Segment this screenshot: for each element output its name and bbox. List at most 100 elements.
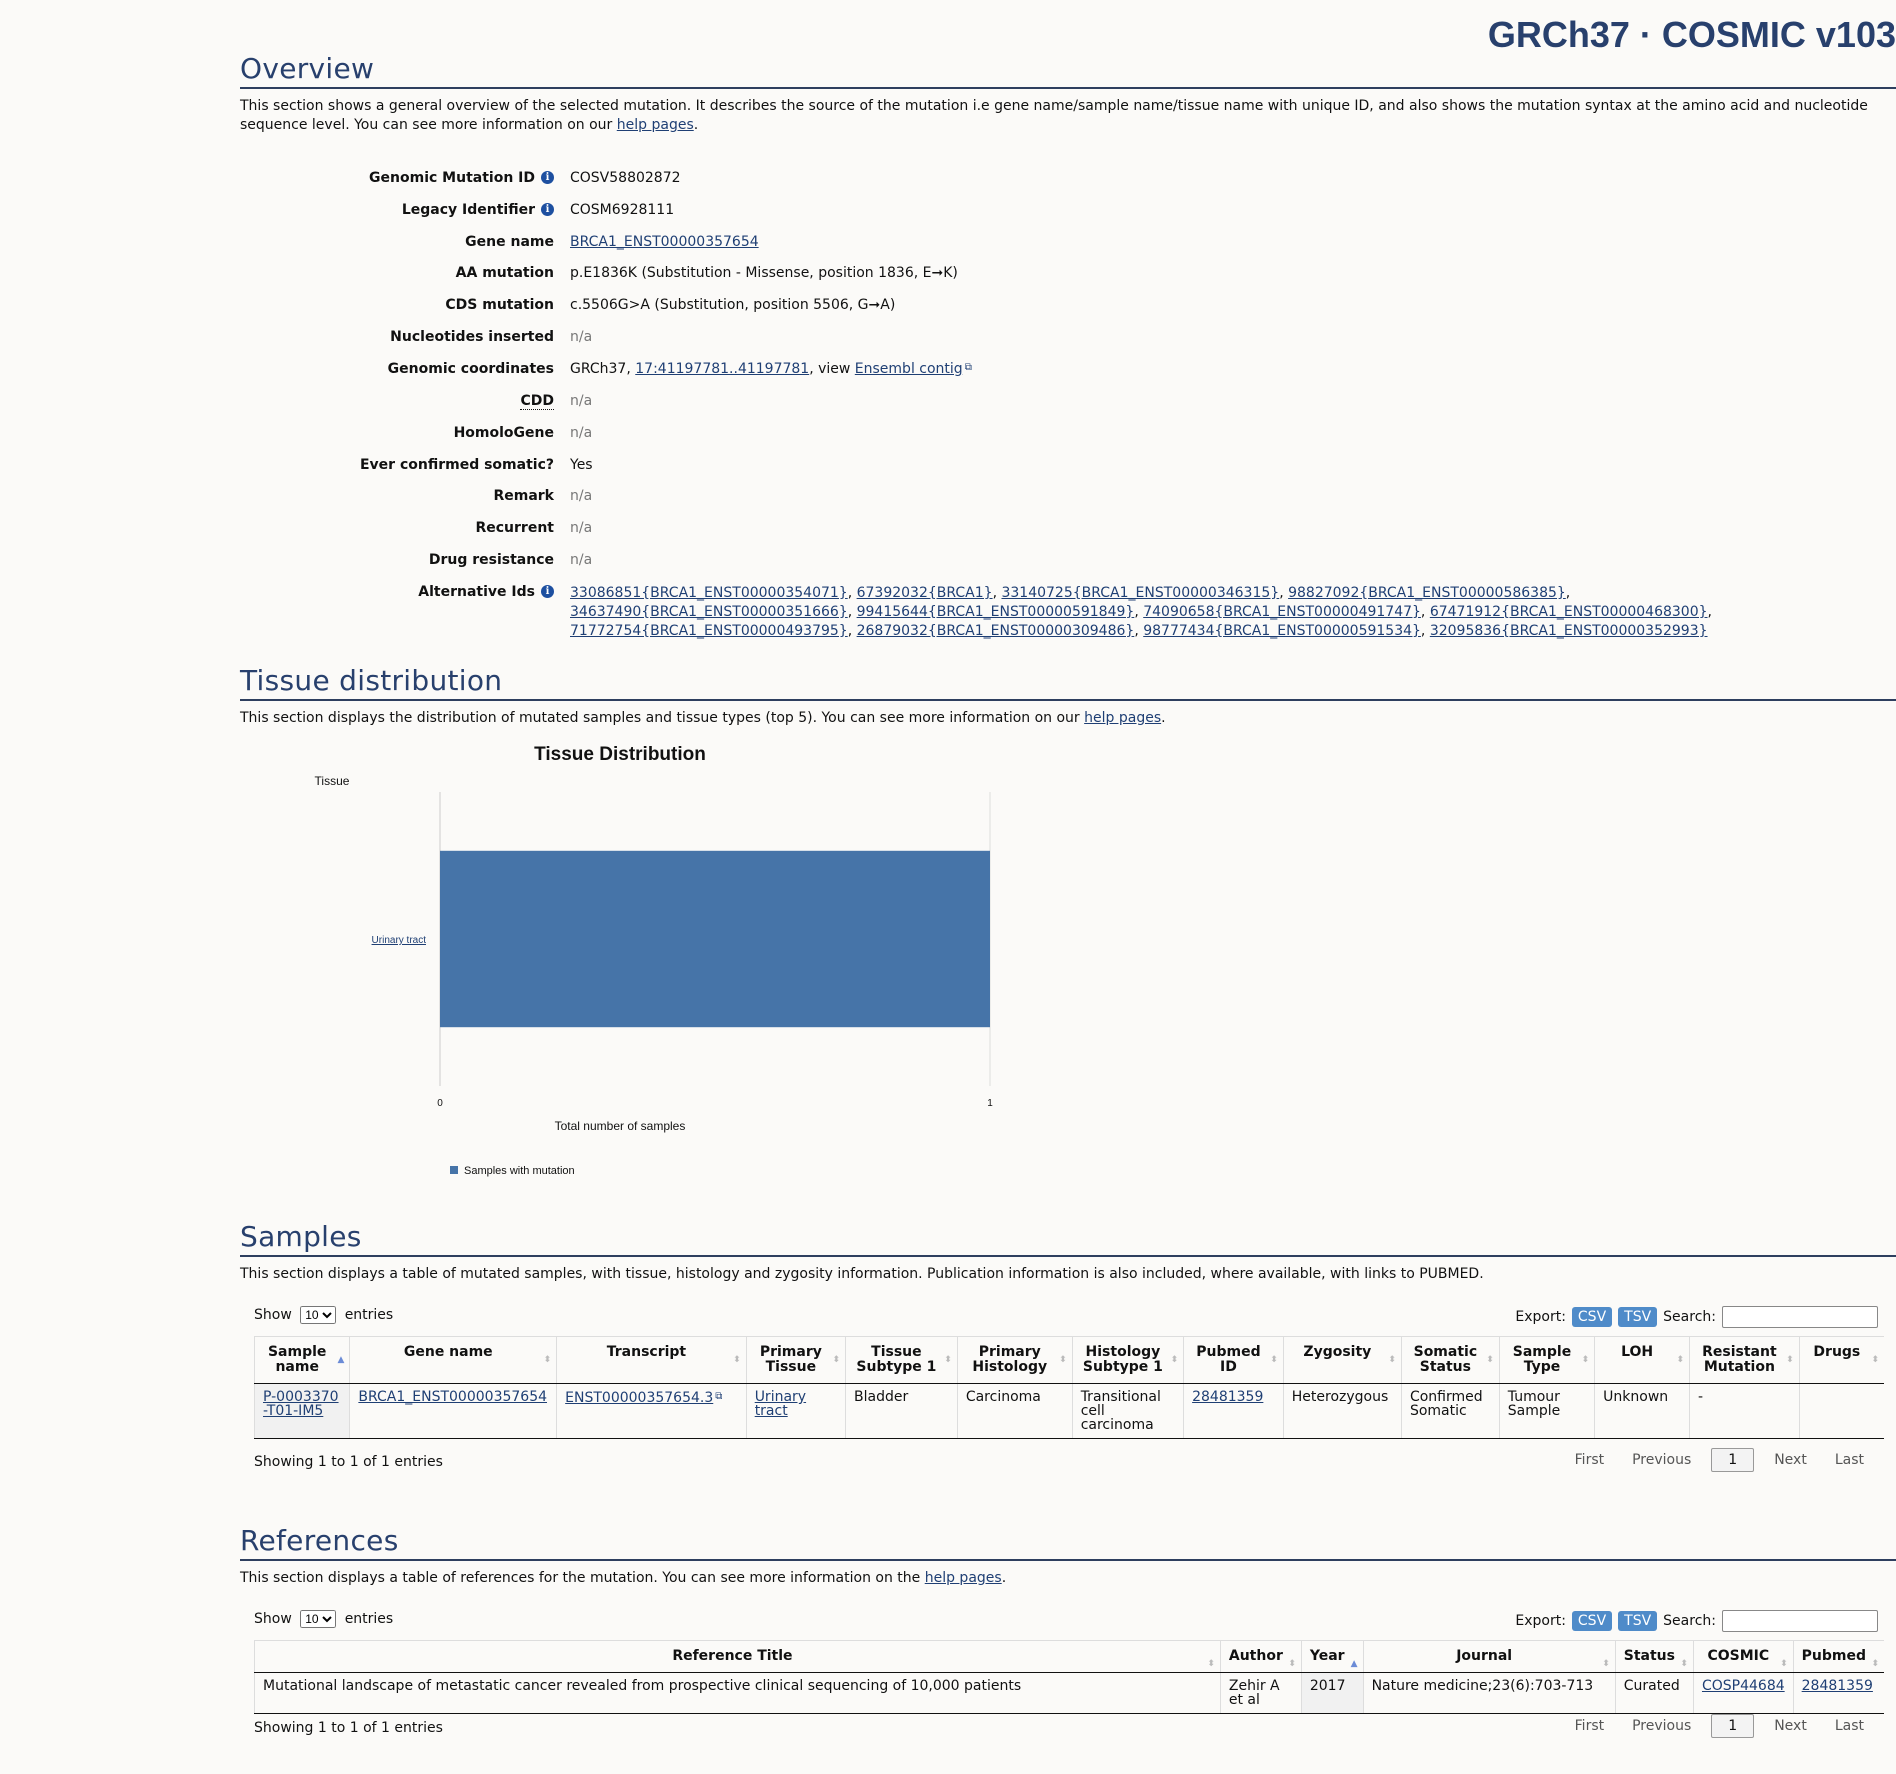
samples-length-control: Show 10 entries bbox=[254, 1306, 393, 1324]
references-pagination: First Previous 1 Next Last bbox=[1561, 1714, 1878, 1738]
label-cds-mutation: CDS mutation bbox=[445, 297, 554, 313]
table-row: P-0003370-T01-IM5 BRCA1_ENST00000357654 … bbox=[253, 1383, 1884, 1439]
sort-icon: ⬍ bbox=[543, 1355, 552, 1365]
value-aa-mutation: p.E1836K (Substitution - Missense, posit… bbox=[570, 265, 958, 281]
references-heading: References bbox=[240, 1524, 1896, 1561]
alt-id-link[interactable]: 67392032{BRCA1} bbox=[856, 585, 993, 601]
alt-id-link[interactable]: 71772754{BRCA1_ENST00000493795} bbox=[570, 623, 848, 639]
col-cosmic[interactable]: COSMIC ⬍ bbox=[1692, 1640, 1794, 1673]
alt-id-link[interactable]: 74090658{BRCA1_ENST00000491747} bbox=[1143, 604, 1421, 620]
col-pubmed-id[interactable]: Pubmed ID ⬍ bbox=[1183, 1336, 1284, 1384]
bar[interactable] bbox=[440, 850, 990, 1028]
gene-name-link[interactable]: BRCA1_ENST00000357654 bbox=[570, 234, 759, 250]
col-gene-name[interactable]: Gene name ⬍ bbox=[349, 1336, 557, 1384]
alt-id-link[interactable]: 98777434{BRCA1_ENST00000591534} bbox=[1143, 623, 1421, 639]
references-tsv-button[interactable]: TSV bbox=[1618, 1611, 1658, 1631]
col-histology-subtype[interactable]: Histology Subtype 1 ⬍ bbox=[1071, 1336, 1184, 1384]
overview-desc-end: . bbox=[693, 117, 699, 133]
col-resistant-mutation[interactable]: Resistant Mutation ⬍ bbox=[1689, 1336, 1800, 1384]
pager-first[interactable]: First bbox=[1574, 1718, 1605, 1734]
col-loh[interactable]: LOH ⬍ bbox=[1594, 1336, 1690, 1384]
pubmed-link[interactable]: 28481359 bbox=[1801, 1678, 1873, 1694]
col-somatic-status[interactable]: Somatic Status ⬍ bbox=[1400, 1336, 1500, 1384]
alt-id-link[interactable]: 32095836{BRCA1_ENST00000352993} bbox=[1429, 623, 1708, 639]
sort-icon: ⬍ bbox=[944, 1355, 952, 1365]
alt-id-link[interactable]: 98827092{BRCA1_ENST00000586385} bbox=[1288, 585, 1566, 601]
references-search-input[interactable] bbox=[1722, 1610, 1878, 1632]
transcript-link[interactable]: ENST00000357654.3 bbox=[565, 1390, 714, 1406]
row-alternative-ids: Alternative Ids i 33086851{BRCA1_ENST0000… bbox=[240, 584, 1730, 641]
pager-previous[interactable]: Previous bbox=[1632, 1718, 1692, 1734]
primary-tissue-link[interactable]: Urinary tract bbox=[754, 1389, 807, 1419]
references-help-link[interactable]: help pages bbox=[924, 1570, 1002, 1586]
label-remark: Remark bbox=[493, 488, 554, 504]
cdd-abbr: CDD bbox=[520, 393, 554, 410]
entries-label: entries bbox=[344, 1611, 394, 1627]
col-sample-name[interactable]: Sample name ▲ bbox=[253, 1336, 350, 1384]
references-csv-button[interactable]: CSV bbox=[1571, 1611, 1613, 1631]
col-sample-type[interactable]: Sample Type ⬍ bbox=[1498, 1336, 1595, 1384]
col-status[interactable]: Status ⬍ bbox=[1614, 1640, 1694, 1673]
samples-page-size-select[interactable]: 10 bbox=[300, 1306, 337, 1324]
pager-next[interactable]: Next bbox=[1774, 1718, 1807, 1734]
col-label: Drugs bbox=[1813, 1344, 1861, 1360]
entries-label: entries bbox=[344, 1307, 394, 1323]
col-drugs[interactable]: Drugs ⬍ bbox=[1798, 1336, 1884, 1384]
col-transcript[interactable]: Transcript ⬍ bbox=[556, 1336, 747, 1384]
col-primary-tissue[interactable]: Primary Tissue ⬍ bbox=[745, 1336, 846, 1384]
label-gene-name: Gene name bbox=[465, 234, 554, 250]
col-label: COSMIC bbox=[1707, 1648, 1770, 1664]
ensembl-contig-link[interactable]: Ensembl contig bbox=[854, 361, 963, 377]
samples-tsv-button[interactable]: TSV bbox=[1618, 1307, 1658, 1327]
sample-name-link[interactable]: P-0003370-T01-IM5 bbox=[263, 1389, 339, 1419]
col-reference-title[interactable]: Reference Title ⬍ bbox=[254, 1640, 1221, 1673]
col-author[interactable]: Author ⬍ bbox=[1219, 1640, 1302, 1673]
alt-id-link[interactable]: 34637490{BRCA1_ENST00000351666} bbox=[570, 604, 848, 620]
samples-search-input[interactable] bbox=[1722, 1306, 1878, 1328]
pager-next[interactable]: Next bbox=[1774, 1452, 1807, 1468]
col-pubmed[interactable]: Pubmed ⬍ bbox=[1792, 1640, 1884, 1673]
alt-id-link[interactable]: 67471912{BRCA1_ENST00000468300} bbox=[1429, 604, 1708, 620]
label-drug-resistance: Drug resistance bbox=[428, 552, 554, 568]
col-journal[interactable]: Journal ⬍ bbox=[1362, 1640, 1616, 1673]
legend-label: Samples with mutation bbox=[464, 1165, 575, 1177]
pubmed-link[interactable]: 28481359 bbox=[1192, 1389, 1264, 1405]
alt-id-link[interactable]: 33086851{BRCA1_ENST00000354071} bbox=[570, 585, 848, 601]
coordinates-link[interactable]: 17:41197781..41197781 bbox=[635, 361, 810, 377]
col-label: Zygosity bbox=[1303, 1344, 1372, 1360]
references-page-size-select[interactable]: 10 bbox=[300, 1610, 337, 1628]
alt-id-link[interactable]: 26879032{BRCA1_ENST00000309486} bbox=[856, 623, 1135, 639]
info-icon[interactable]: i bbox=[541, 203, 554, 216]
info-icon[interactable]: i bbox=[541, 585, 554, 598]
col-year[interactable]: Year ▲ bbox=[1300, 1640, 1364, 1673]
pager-first[interactable]: First bbox=[1574, 1452, 1605, 1468]
tissue-help-link[interactable]: help pages bbox=[1084, 710, 1162, 726]
label-nucleotides-inserted: Nucleotides inserted bbox=[390, 329, 554, 345]
col-label: LOH bbox=[1621, 1344, 1654, 1360]
pager-page-1[interactable]: 1 bbox=[1711, 1448, 1755, 1472]
gene-name-link[interactable]: BRCA1_ENST00000357654 bbox=[358, 1389, 548, 1405]
col-label: Status bbox=[1623, 1648, 1675, 1664]
site-title: GRCh37 · COSMIC v103 bbox=[1487, 14, 1896, 55]
info-icon[interactable]: i bbox=[541, 171, 554, 184]
col-tissue-subtype[interactable]: Tissue Subtype 1 ⬍ bbox=[845, 1336, 958, 1384]
alt-id-link[interactable]: 99415644{BRCA1_ENST00000591849} bbox=[856, 604, 1135, 620]
cosmic-link[interactable]: COSP44684 bbox=[1701, 1678, 1785, 1694]
pager-last[interactable]: Last bbox=[1834, 1718, 1864, 1734]
search-label: Search: bbox=[1663, 1309, 1716, 1325]
pager-page-1[interactable]: 1 bbox=[1711, 1714, 1755, 1738]
legend-swatch bbox=[450, 1166, 458, 1174]
table-row: Mutational landscape of metastatic cance… bbox=[254, 1672, 1884, 1714]
alt-id-link[interactable]: 33140725{BRCA1_ENST00000346315} bbox=[1001, 585, 1280, 601]
col-primary-histology[interactable]: Primary Histology ⬍ bbox=[956, 1336, 1073, 1384]
label-legacy-identifier: Legacy Identifier bbox=[401, 202, 535, 218]
pager-last[interactable]: Last bbox=[1834, 1452, 1864, 1468]
col-zygosity[interactable]: Zygosity ⬍ bbox=[1282, 1336, 1402, 1384]
samples-csv-button[interactable]: CSV bbox=[1571, 1307, 1613, 1327]
category-label[interactable]: Urinary tract bbox=[372, 935, 427, 946]
label-cdd: CDD bbox=[240, 393, 570, 410]
zygosity-cell: Heterozygous bbox=[1282, 1383, 1402, 1439]
overview-help-link[interactable]: help pages bbox=[616, 117, 694, 133]
pager-previous[interactable]: Previous bbox=[1632, 1452, 1692, 1468]
label-ever-confirmed-somatic: Ever confirmed somatic? bbox=[359, 457, 554, 473]
